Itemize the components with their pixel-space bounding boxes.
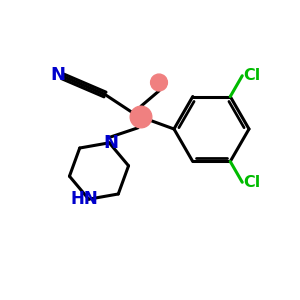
Text: N: N [103, 134, 118, 152]
Text: Cl: Cl [244, 68, 261, 83]
Circle shape [130, 106, 152, 128]
Text: Cl: Cl [244, 175, 261, 190]
Circle shape [151, 74, 167, 91]
Text: N: N [50, 66, 65, 84]
Text: HN: HN [70, 190, 98, 208]
